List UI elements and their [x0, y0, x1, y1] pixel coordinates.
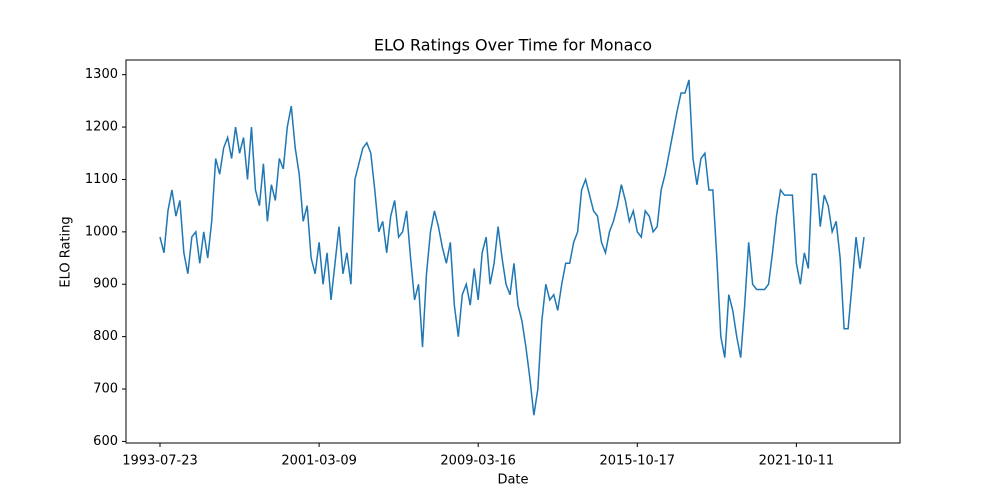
x-tick-label: 1993-07-23 [122, 454, 198, 469]
y-tick-label: 800 [93, 329, 118, 344]
chart-title: ELO Ratings Over Time for Monaco [374, 36, 652, 55]
x-tick-label: 2021-10-11 [759, 454, 835, 469]
plot-frame [125, 59, 901, 444]
x-tick-label: 2015-10-17 [600, 454, 676, 469]
y-tick-label: 1000 [85, 224, 118, 239]
x-axis-label: Date [497, 473, 528, 488]
y-tick-label: 1100 [85, 172, 118, 187]
y-axis-label: ELO Rating [59, 216, 74, 287]
y-tick-label: 900 [93, 277, 118, 292]
line [159, 79, 865, 416]
y-tick-label: 1200 [85, 120, 118, 135]
y-tick-label: 700 [93, 382, 118, 397]
x-tick-label: 2009-03-16 [440, 454, 516, 469]
x-tick-label: 2001-03-09 [281, 454, 357, 469]
y-tick-label: 600 [93, 434, 118, 449]
y-tick-label: 1300 [85, 67, 118, 82]
